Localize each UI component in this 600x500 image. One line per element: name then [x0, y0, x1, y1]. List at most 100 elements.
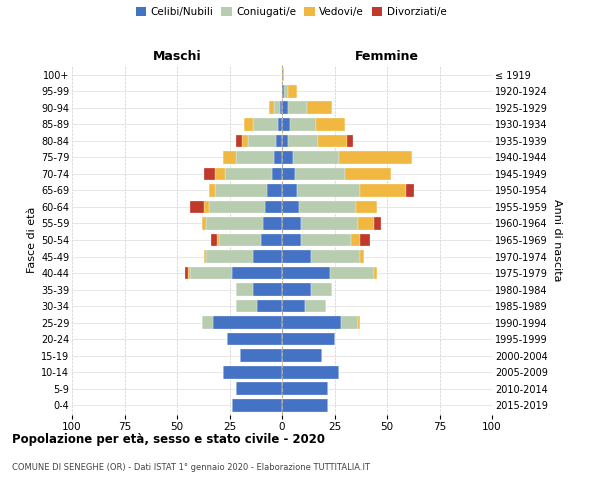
Bar	[293, 151, 338, 164]
Bar	[358, 316, 360, 329]
Bar	[190, 266, 232, 280]
Legend: Celibi/Nubili, Coniugati/e, Vedovi/e, Divorziati/e: Celibi/Nubili, Coniugati/e, Vedovi/e, Di…	[134, 5, 448, 20]
Text: COMUNE DI SENEGHE (OR) - Dati ISTAT 1° gennaio 2020 - Elaborazione TUTTITALIA.IT: COMUNE DI SENEGHE (OR) - Dati ISTAT 1° g…	[12, 462, 370, 471]
Bar	[282, 168, 295, 180]
Bar	[282, 68, 284, 82]
Bar	[227, 332, 282, 345]
Bar	[282, 250, 311, 263]
Bar	[204, 200, 209, 213]
Bar	[311, 250, 360, 263]
Bar	[257, 300, 282, 312]
Bar	[219, 234, 261, 246]
Bar	[280, 102, 282, 114]
Bar	[289, 85, 296, 98]
Bar	[301, 234, 351, 246]
Bar	[282, 200, 299, 213]
Bar	[240, 349, 282, 362]
Bar	[299, 200, 355, 213]
Bar	[271, 168, 282, 180]
Bar	[185, 266, 187, 280]
Bar	[341, 316, 358, 329]
Bar	[282, 316, 341, 329]
Bar	[289, 134, 318, 147]
Bar	[358, 217, 374, 230]
Bar	[209, 184, 215, 197]
Bar	[295, 168, 345, 180]
Bar	[296, 184, 360, 197]
Bar	[236, 382, 282, 395]
Bar	[232, 398, 282, 411]
Y-axis label: Fasce di età: Fasce di età	[26, 207, 37, 273]
Bar	[289, 102, 307, 114]
Bar	[265, 200, 282, 213]
Bar	[253, 250, 282, 263]
Bar	[406, 184, 414, 197]
Bar	[282, 283, 311, 296]
Bar	[223, 151, 236, 164]
Bar	[282, 102, 289, 114]
Text: Popolazione per età, sesso e stato civile - 2020: Popolazione per età, sesso e stato civil…	[12, 432, 325, 446]
Bar	[274, 102, 280, 114]
Bar	[223, 366, 282, 378]
Bar	[209, 200, 265, 213]
Bar	[215, 184, 268, 197]
Bar	[190, 200, 204, 213]
Bar	[311, 283, 332, 296]
Bar	[278, 118, 282, 131]
Bar	[316, 118, 345, 131]
Bar	[331, 266, 374, 280]
Bar	[204, 250, 206, 263]
Bar	[282, 266, 331, 280]
Bar	[351, 234, 359, 246]
Bar	[301, 217, 358, 230]
Bar	[282, 85, 284, 98]
Bar	[282, 382, 328, 395]
Bar	[374, 217, 381, 230]
Bar	[268, 184, 282, 197]
Bar	[236, 151, 274, 164]
Bar	[282, 398, 328, 411]
Bar	[253, 118, 278, 131]
Bar	[232, 266, 282, 280]
Bar	[274, 151, 282, 164]
Bar	[284, 85, 289, 98]
Bar	[213, 316, 282, 329]
Bar	[261, 234, 282, 246]
Text: Femmine: Femmine	[355, 50, 419, 64]
Bar	[282, 300, 305, 312]
Bar	[282, 151, 293, 164]
Bar	[360, 250, 364, 263]
Bar	[360, 234, 370, 246]
Bar	[206, 217, 263, 230]
Bar	[202, 316, 213, 329]
Bar	[282, 366, 338, 378]
Bar	[282, 234, 301, 246]
Bar	[318, 134, 347, 147]
Bar	[345, 168, 391, 180]
Bar	[360, 184, 406, 197]
Bar	[276, 134, 282, 147]
Bar	[236, 300, 257, 312]
Bar	[244, 118, 253, 131]
Bar	[236, 283, 253, 296]
Bar	[347, 134, 353, 147]
Bar	[307, 102, 332, 114]
Bar	[355, 200, 377, 213]
Bar	[282, 184, 296, 197]
Bar	[305, 300, 326, 312]
Text: Maschi: Maschi	[152, 50, 202, 64]
Bar	[374, 266, 377, 280]
Bar	[282, 118, 290, 131]
Bar	[282, 217, 301, 230]
Bar	[242, 134, 248, 147]
Bar	[248, 134, 276, 147]
Bar	[269, 102, 274, 114]
Bar	[236, 134, 242, 147]
Bar	[188, 266, 190, 280]
Bar	[282, 332, 335, 345]
Bar	[290, 118, 316, 131]
Bar	[206, 250, 253, 263]
Bar	[202, 217, 206, 230]
Bar	[226, 168, 271, 180]
Bar	[282, 349, 322, 362]
